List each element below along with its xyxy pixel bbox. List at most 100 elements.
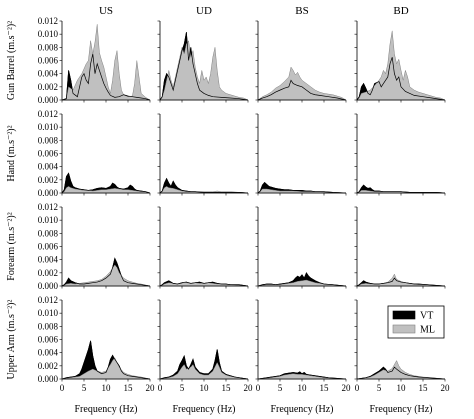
- series-vt-line-forearm-bd: [356, 277, 446, 287]
- x-tick-label-upper-arm-us-0: 0: [60, 383, 65, 393]
- x-tick-label-upper-arm-bs-1: 5: [278, 383, 283, 393]
- legend-swatch-ml: [392, 324, 416, 334]
- series-ml-area-forearm-us: [61, 264, 151, 287]
- y-tick-label-upper-arm-us-4: 0.008: [38, 321, 59, 331]
- series-ml-area-forearm-bd: [356, 273, 446, 287]
- y-tick-label-gun-barrel-us-3: 0.006: [38, 56, 59, 66]
- y-tick-label-hand-us-0: 0.000: [38, 188, 59, 198]
- row-label-gun-barrel: Gun Barrel (m.s⁻²)²: [6, 21, 17, 100]
- x-tick-label-upper-arm-ud-2: 10: [200, 383, 210, 393]
- series-ml-area-upper-arm-us: [61, 357, 151, 380]
- series-vt-line-hand-bd: [356, 184, 446, 194]
- x-tick-label-upper-arm-bs-0: 0: [256, 383, 261, 393]
- panel-forearm-bs: [255, 206, 347, 289]
- series-vt-line-forearm-ud: [159, 280, 249, 287]
- x-axis-label-bd: Frequency (Hz): [369, 404, 432, 415]
- panel-upper-arm-us: 0.000 0.002 0.004 0.006 0.008 0.010 0.012 0 5 10 1…: [38, 295, 155, 393]
- series-ml-area-upper-arm-bd: [356, 359, 446, 380]
- column-title-bs: BS: [295, 5, 308, 17]
- panel-forearm-bd: [354, 206, 446, 289]
- series-ml-area-gun-barrel-bs: [257, 66, 347, 101]
- figure-labels: US UD BS BD Gun Barrel (m.s⁻²)² Hand (m.…: [6, 5, 433, 415]
- y-tick-label-forearm-us-0: 0.000: [38, 281, 59, 291]
- y-tick-label-forearm-us-6: 0.012: [38, 202, 58, 212]
- series-ml-area-gun-barrel-ud: [159, 40, 249, 101]
- x-tick-label-upper-arm-us-1: 5: [82, 383, 87, 393]
- panel-upper-arm-bd: 0 5 10 15 20: [354, 299, 450, 393]
- x-tick-label-upper-arm-bs-3: 15: [320, 383, 330, 393]
- x-tick-label-upper-arm-us-3: 15: [124, 383, 134, 393]
- series-ml-area-forearm-bs: [257, 279, 347, 287]
- row-label-upper-arm: Upper Arm (m.s⁻²)²: [6, 300, 17, 380]
- x-tick-label-upper-arm-bd-3: 15: [419, 383, 429, 393]
- x-axis-label-bs: Frequency (Hz): [270, 404, 333, 415]
- y-tick-label-hand-us-1: 0.002: [38, 175, 58, 185]
- legend-label-ml: ML: [420, 325, 435, 336]
- panel-grid: 0.0000.0020.0040.0060.0080.0100.0120.000…: [38, 16, 450, 393]
- x-tick-label-upper-arm-ud-4: 20: [244, 383, 254, 393]
- y-tick-label-upper-arm-us-0: 0.000: [38, 374, 59, 384]
- x-axis-label-us: Frequency (Hz): [74, 404, 137, 415]
- series-vt-line-upper-arm-bs: [257, 371, 347, 380]
- series-vt-line-hand-us: [61, 172, 151, 194]
- panel-upper-arm-ud: 0 5 10 15 20: [157, 299, 254, 393]
- column-title-us: US: [99, 5, 113, 17]
- panel-upper-arm-bs: 0 5 10 15 20: [255, 299, 352, 393]
- x-axis-label-ud: Frequency (Hz): [172, 404, 235, 415]
- x-tick-label-upper-arm-bs-4: 20: [342, 383, 352, 393]
- series-vt-line-gun-barrel-ud: [159, 32, 249, 101]
- y-tick-label-hand-us-4: 0.008: [38, 135, 59, 145]
- legend: VT ML: [387, 305, 445, 339]
- y-tick-label-forearm-us-1: 0.002: [38, 268, 58, 278]
- panel-hand-ud: [157, 113, 249, 196]
- x-tick-label-upper-arm-ud-3: 15: [222, 383, 232, 393]
- series-vt-line-gun-barrel-bs: [257, 79, 347, 101]
- series-vt-line-upper-arm-bd: [356, 366, 446, 380]
- column-title-ud: UD: [196, 5, 212, 17]
- y-tick-label-forearm-us-2: 0.004: [38, 255, 59, 265]
- panel-forearm-us: 0.000 0.002 0.004 0.006 0.008 0.010 0.012: [38, 202, 151, 291]
- y-tick-label-gun-barrel-us-4: 0.008: [38, 42, 59, 52]
- series-vt-area-upper-arm-ud: [159, 349, 249, 380]
- series-vt-line-upper-arm-us: [61, 340, 151, 380]
- y-tick-label-upper-arm-us-1: 0.002: [38, 361, 58, 371]
- series-ml-area-upper-arm-ud: [159, 361, 249, 380]
- series-ml-area-gun-barrel-us: [61, 24, 151, 101]
- y-tick-label-forearm-us-3: 0.006: [38, 242, 59, 252]
- x-tick-label-upper-arm-ud-0: 0: [158, 383, 163, 393]
- series-vt-line-forearm-bs: [257, 272, 347, 287]
- row-label-hand: Hand (m.s⁻²)²: [6, 125, 17, 181]
- y-tick-label-gun-barrel-us-0: 0.000: [38, 95, 59, 105]
- y-tick-label-gun-barrel-us-2: 0.004: [38, 69, 59, 79]
- y-tick-label-gun-barrel-us-1: 0.002: [38, 82, 58, 92]
- series-vt-line-hand-bs: [257, 181, 347, 194]
- panel-gun-barrel-us: 0.000 0.002 0.004 0.006 0.008 0.010 0.012: [38, 16, 151, 105]
- y-tick-label-gun-barrel-us-5: 0.010: [38, 29, 59, 39]
- series-ml-area-gun-barrel-bd: [356, 30, 446, 101]
- series-ml-area-upper-arm-bs: [257, 373, 347, 380]
- series-ml-area-forearm-ud: [159, 281, 249, 287]
- series-vt-line-gun-barrel-us: [61, 53, 151, 101]
- y-tick-label-hand-us-5: 0.010: [38, 122, 59, 132]
- y-tick-label-upper-arm-us-3: 0.006: [38, 335, 59, 345]
- panel-hand-us: 0.000 0.002 0.004 0.006 0.008 0.010 0.012: [38, 109, 151, 198]
- x-tick-label-upper-arm-bs-2: 10: [298, 383, 308, 393]
- legend-swatch-vt: [392, 310, 416, 320]
- series-ml-area-hand-us: [61, 186, 151, 194]
- series-vt-line-upper-arm-ud: [159, 349, 249, 380]
- series-vt-line-hand-ud: [159, 177, 249, 194]
- series-vt-line-gun-barrel-bd: [356, 57, 446, 101]
- panel-gun-barrel-ud: [157, 20, 249, 103]
- y-tick-label-gun-barrel-us-6: 0.012: [38, 16, 58, 26]
- y-tick-label-upper-arm-us-6: 0.012: [38, 295, 58, 305]
- column-title-bd: BD: [393, 5, 408, 17]
- x-tick-label-upper-arm-bd-0: 0: [355, 383, 360, 393]
- panel-gun-barrel-bd: [354, 20, 446, 103]
- x-tick-label-upper-arm-us-4: 20: [146, 383, 156, 393]
- x-tick-label-upper-arm-ud-1: 5: [180, 383, 185, 393]
- y-tick-label-hand-us-2: 0.004: [38, 162, 59, 172]
- legend-label-vt: VT: [420, 311, 433, 322]
- x-tick-label-upper-arm-us-2: 10: [102, 383, 112, 393]
- panel-hand-bs: [255, 113, 347, 196]
